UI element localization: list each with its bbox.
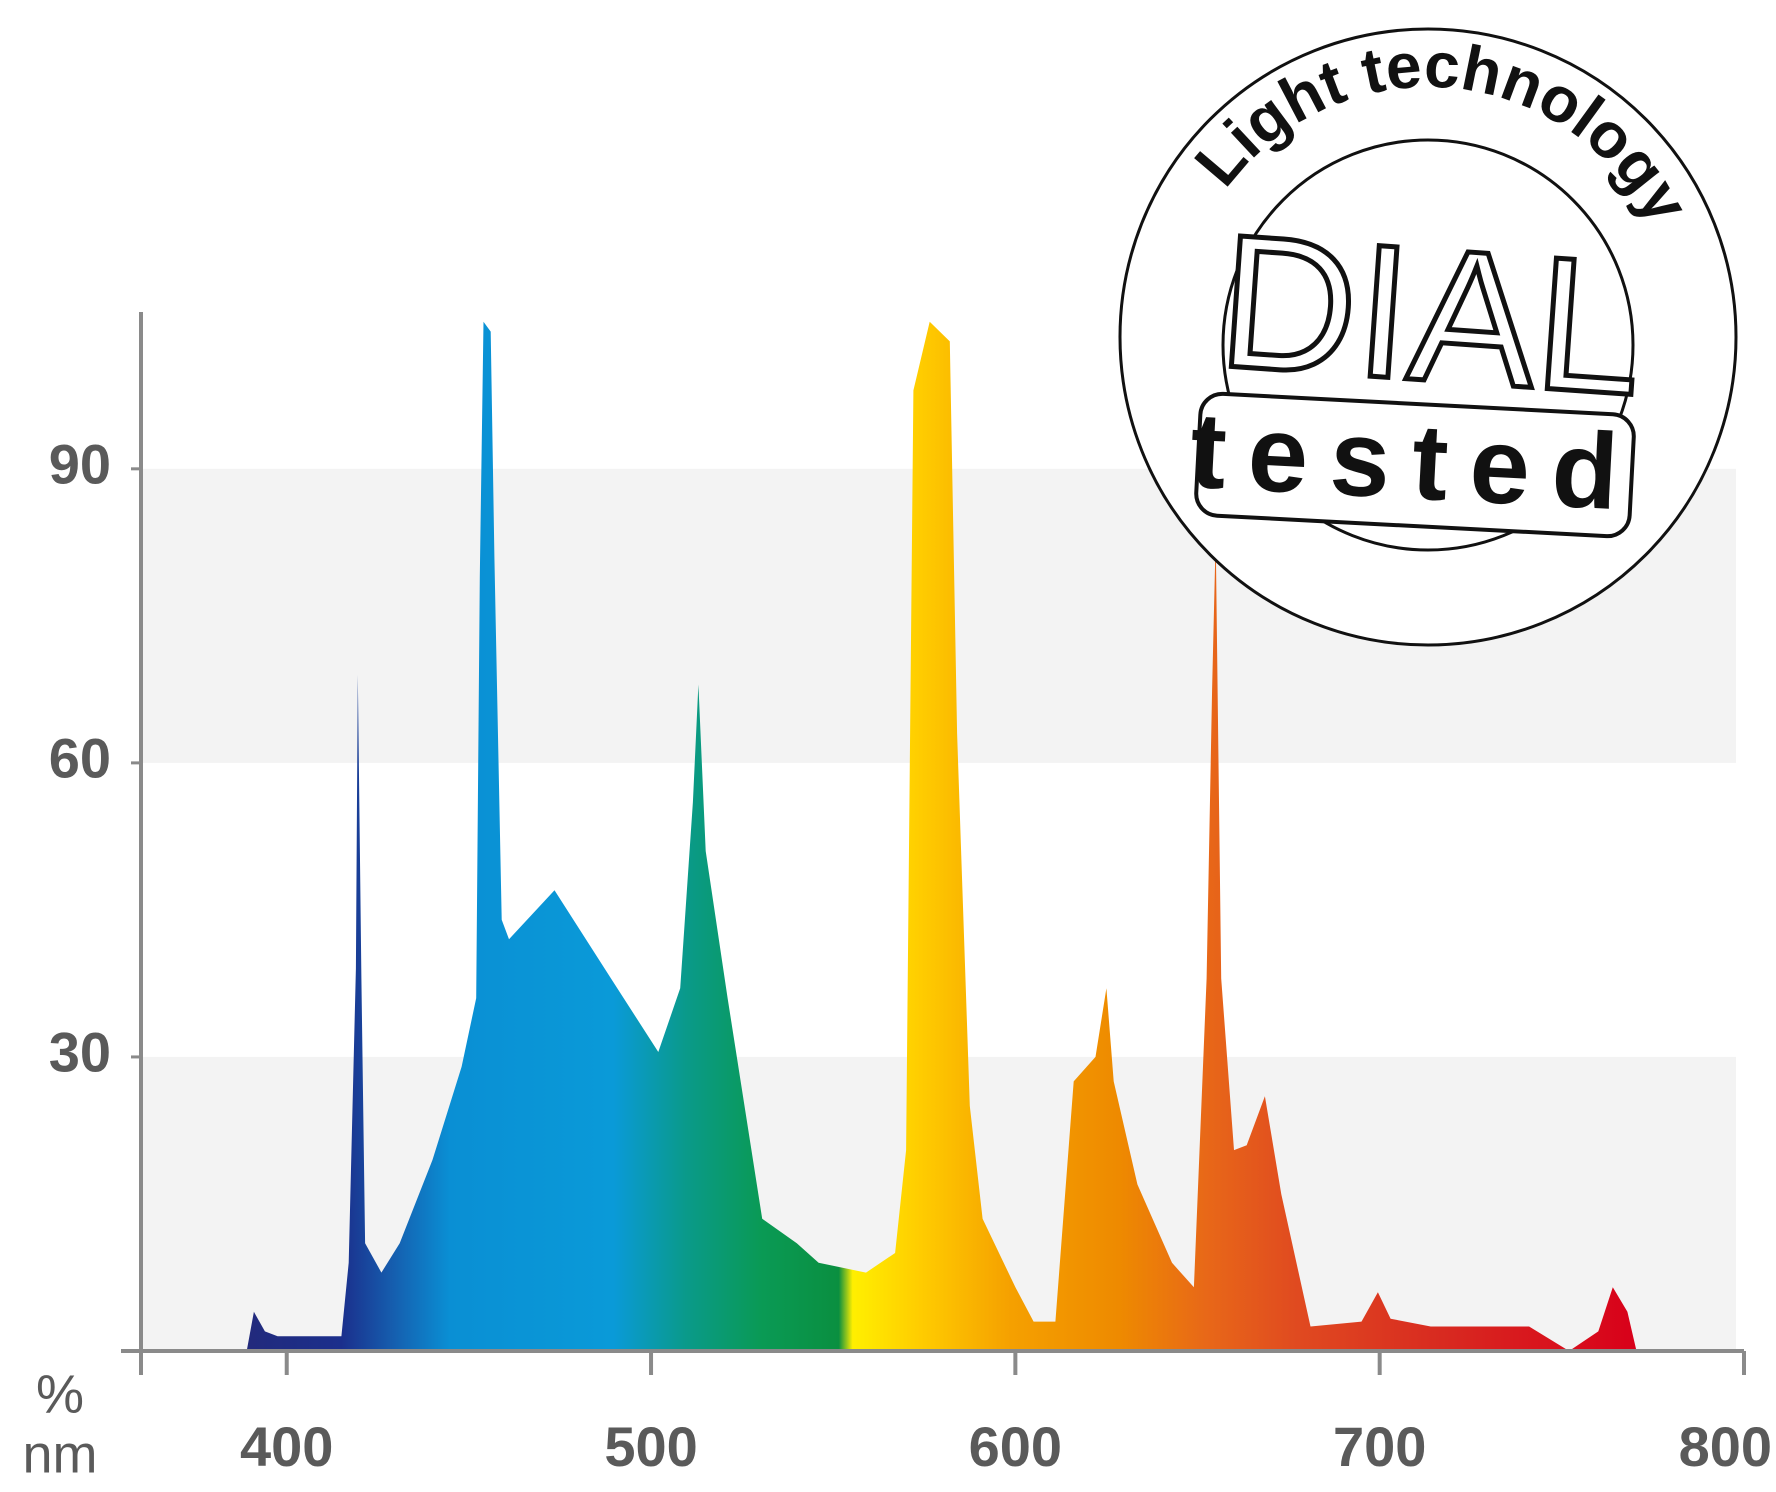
x-tick-label: 500 bbox=[604, 1415, 697, 1478]
badge-tag-box bbox=[1194, 391, 1636, 539]
y-tick-label: 60 bbox=[49, 727, 111, 790]
y-unit: % bbox=[36, 1364, 84, 1424]
x-tick-label: 600 bbox=[969, 1415, 1062, 1478]
badge: Light technology DIAL tested bbox=[1118, 27, 1738, 647]
x-tick-label: 700 bbox=[1333, 1415, 1426, 1478]
y-tick-label: 90 bbox=[49, 433, 111, 496]
badge-tag: tested bbox=[1187, 389, 1643, 533]
x-unit: nm bbox=[22, 1424, 97, 1484]
x-tick-label: 400 bbox=[240, 1415, 333, 1478]
y-tick-label: 30 bbox=[49, 1021, 111, 1084]
badge-tag-group: tested bbox=[1187, 389, 1643, 539]
spectrum-area bbox=[246, 321, 1637, 1351]
x-tick-label: 800 bbox=[1679, 1415, 1772, 1478]
